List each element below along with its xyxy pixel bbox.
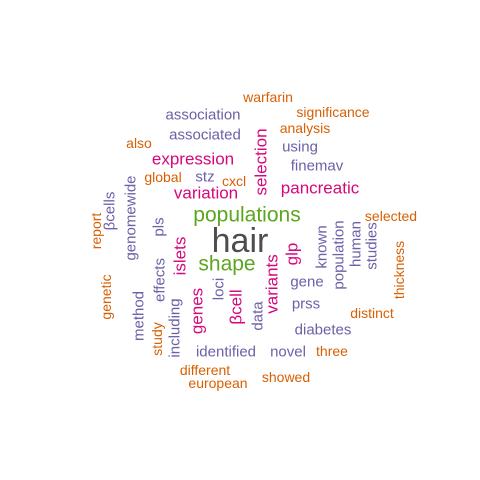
word-method: method — [130, 290, 148, 342]
word-selection: selection — [251, 128, 271, 196]
word-gene: gene — [290, 273, 324, 291]
word-shape: shape — [198, 252, 256, 276]
word-significance: significance — [296, 104, 370, 120]
word-genomewide: genomewide — [122, 175, 140, 261]
word-known: known — [313, 225, 331, 269]
word-three: three — [316, 343, 348, 359]
word-islets: islets — [170, 236, 190, 276]
word-human: human — [347, 221, 365, 267]
word-glp: glp — [282, 242, 302, 266]
word-expression: expression — [151, 149, 235, 169]
word-global: global — [144, 169, 182, 185]
word-novel: novel — [270, 343, 306, 361]
word-selected: selected — [364, 208, 418, 224]
word-prss: prss — [291, 295, 321, 313]
word-loci: loci — [210, 277, 228, 301]
word-stz: stz — [195, 168, 215, 186]
word-report: report — [88, 212, 104, 250]
word-warfarin: warfarin — [243, 89, 293, 105]
word-diabetes: diabetes — [294, 321, 352, 339]
word-populations: populations — [193, 203, 301, 227]
word-european: european — [188, 375, 248, 391]
word-associated: associated — [169, 126, 241, 144]
word-analysis: analysis — [279, 120, 331, 136]
word-finemav: finemav — [290, 157, 344, 175]
word-cxcl: cxcl — [221, 173, 247, 189]
word-distinct: distinct — [350, 305, 394, 321]
word-showed: showed — [261, 369, 311, 385]
word-variation: variation — [173, 183, 239, 203]
word-genes: genes — [187, 287, 207, 335]
word-also: also — [126, 135, 152, 151]
word-thickness: thickness — [391, 240, 407, 300]
word-pls: pls — [150, 217, 168, 237]
word-effects: effects — [151, 258, 169, 302]
word-data: data — [249, 301, 267, 331]
word-using: using — [282, 138, 318, 156]
word-genetic: genetic — [98, 274, 114, 320]
word-pancreatic: pancreatic — [280, 178, 360, 198]
word-different: different — [179, 362, 231, 378]
word-bcells: βcells — [101, 191, 119, 231]
word-identified: identified — [195, 343, 257, 361]
word-study: study — [149, 322, 165, 356]
word-including: including — [166, 298, 184, 358]
word-bcell: βcell — [226, 289, 246, 325]
word-population: population — [330, 220, 348, 290]
word-association: association — [165, 106, 241, 124]
word-studies: studies — [363, 222, 381, 270]
word-hair: hair — [211, 222, 269, 260]
